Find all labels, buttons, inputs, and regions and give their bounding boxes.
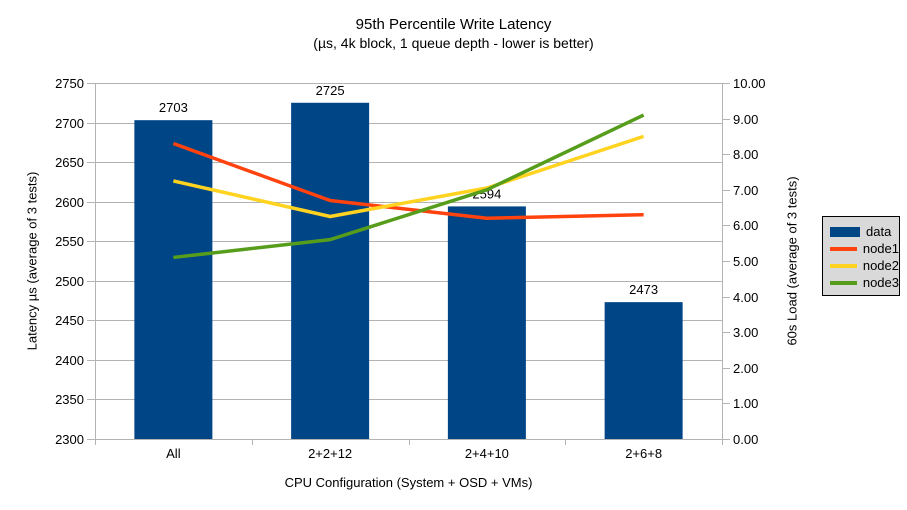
line-node1 — [172, 141, 644, 221]
legend-swatch-data — [830, 226, 860, 237]
legend-item-node1: node1 — [830, 240, 899, 257]
bar-2+2+12 — [291, 102, 370, 440]
category-label: All — [166, 446, 181, 461]
right-axis-tick-label: 10.00 — [733, 76, 766, 91]
bar-2+4+10 — [447, 206, 526, 439]
left-axis-tick-label: 2750 — [55, 76, 84, 91]
bar-value-label: 2703 — [159, 100, 188, 115]
legend-label: node2 — [862, 258, 899, 273]
legend: data node1 node2 node3 — [822, 216, 900, 296]
left-axis-tick-label: 2550 — [55, 234, 84, 249]
category-label: 2+4+10 — [465, 446, 509, 461]
right-axis-tick-label: 4.00 — [733, 290, 758, 305]
legend-label: data — [866, 224, 892, 239]
chart-title: 95th Percentile Write Latency — [355, 16, 552, 33]
left-axis-tick-label: 2600 — [55, 195, 84, 210]
legend-label: node1 — [862, 241, 899, 256]
right-axis-tick-label: 0.00 — [733, 432, 758, 447]
category-label: 2+6+8 — [625, 446, 662, 461]
legend-swatch-node2 — [830, 263, 857, 268]
right-axis-tick-label: 1.00 — [733, 396, 758, 411]
left-axis-tick-label: 2700 — [55, 116, 84, 131]
legend-item-node2: node2 — [830, 257, 899, 274]
bar-value-label: 2725 — [316, 83, 345, 98]
right-axis-tick-label: 8.00 — [733, 147, 758, 162]
category-label: 2+2+12 — [308, 446, 352, 461]
legend-item-data: data — [830, 223, 899, 240]
right-axis-tick-label: 3.00 — [733, 325, 758, 340]
line-node3 — [173, 113, 645, 260]
left-axis-tick-label: 2300 — [55, 432, 84, 447]
legend-label: node3 — [862, 275, 899, 290]
legend-item-node3: node3 — [830, 274, 899, 291]
legend-swatch-node3 — [830, 280, 857, 285]
left-axis-tick-label: 2400 — [55, 353, 84, 368]
line-node2 — [172, 134, 645, 219]
left-axis-tick-label: 2650 — [55, 155, 84, 170]
right-axis-tick-label: 7.00 — [733, 183, 758, 198]
legend-swatch-node1 — [830, 246, 857, 251]
bar-value-label: 2473 — [629, 282, 658, 297]
bar-All — [134, 120, 213, 439]
right-axis-tick-label: 2.00 — [733, 361, 758, 376]
left-axis-tick-label: 2350 — [55, 392, 84, 407]
chart-subtitle: (µs, 4k block, 1 queue depth - lower is … — [313, 35, 594, 51]
right-axis-tick-label: 9.00 — [733, 112, 758, 127]
x-axis-title: CPU Configuration (System + OSD + VMs) — [284, 475, 533, 490]
bar-2+6+8 — [604, 302, 683, 439]
right-axis-tick-label: 6.00 — [733, 218, 758, 233]
left-axis-tick-label: 2500 — [55, 274, 84, 289]
left-axis-tick-label: 2450 — [55, 313, 84, 328]
right-axis-tick-label: 5.00 — [733, 254, 758, 269]
